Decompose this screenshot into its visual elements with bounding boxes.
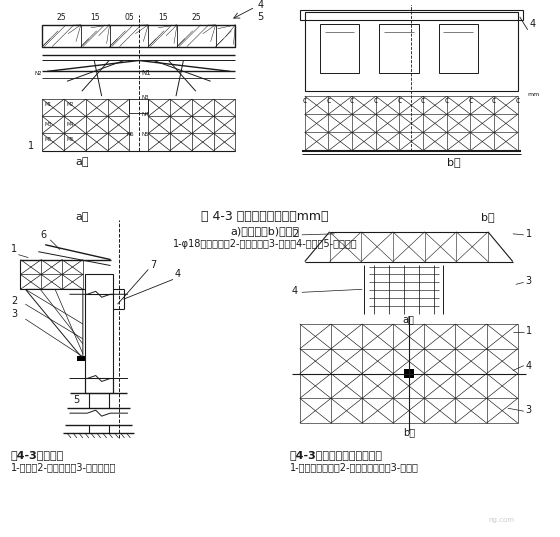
Text: N2: N2 xyxy=(34,71,42,76)
Text: c: c xyxy=(303,96,307,105)
Text: M5: M5 xyxy=(44,137,52,142)
Text: 图4-3高墩托架: 图4-3高墩托架 xyxy=(11,450,64,460)
Text: N3: N3 xyxy=(142,95,150,100)
Text: 5: 5 xyxy=(73,395,80,405)
Text: N1: N1 xyxy=(142,70,152,76)
Text: ng.com: ng.com xyxy=(488,517,514,523)
Bar xyxy=(20,259,83,289)
Bar xyxy=(85,274,113,294)
Text: 4: 4 xyxy=(257,0,263,10)
Text: 1-箱梁；2-圆柱形绞；3-承托槽钢；: 1-箱梁；2-圆柱形绞；3-承托槽钢； xyxy=(11,462,116,471)
Text: 1: 1 xyxy=(11,244,17,253)
Bar xyxy=(300,324,518,423)
Bar xyxy=(438,24,478,74)
Text: c: c xyxy=(350,96,354,105)
Text: 4: 4 xyxy=(526,360,532,371)
Text: 7: 7 xyxy=(150,259,156,270)
Bar xyxy=(85,379,113,393)
Text: 1-φ18预埋螺栓；2-预埋钢筋；3-硬木；4-箱梁；5-底模垫梁: 1-φ18预埋螺栓；2-预埋钢筋；3-硬木；4-箱梁；5-底模垫梁 xyxy=(173,239,357,249)
Text: N6: N6 xyxy=(127,132,134,137)
Text: c: c xyxy=(516,96,520,105)
Bar xyxy=(77,355,85,361)
Bar xyxy=(42,25,235,47)
Bar xyxy=(148,99,235,151)
Text: 25: 25 xyxy=(192,13,201,22)
Text: 2: 2 xyxy=(11,296,17,306)
Text: c: c xyxy=(445,96,449,105)
Text: 05: 05 xyxy=(124,13,134,22)
Text: 2: 2 xyxy=(292,229,298,239)
Text: M3: M3 xyxy=(44,122,52,127)
Text: b）: b） xyxy=(481,212,495,222)
Text: b）: b） xyxy=(403,427,415,437)
Text: mm: mm xyxy=(528,92,540,97)
Bar xyxy=(305,96,518,151)
Text: 3: 3 xyxy=(11,309,17,319)
Text: 1: 1 xyxy=(28,141,34,151)
Text: c: c xyxy=(421,96,425,105)
Text: c: c xyxy=(492,96,496,105)
Text: b）: b） xyxy=(446,157,460,168)
Text: 图 4-3 扇形托架（单位：mm）: 图 4-3 扇形托架（单位：mm） xyxy=(202,210,329,223)
Text: M4: M4 xyxy=(66,122,73,127)
Text: 4: 4 xyxy=(175,270,181,279)
Text: c: c xyxy=(398,96,402,105)
Text: M6: M6 xyxy=(66,137,73,142)
Bar xyxy=(300,10,522,20)
Bar xyxy=(379,24,419,74)
Text: c: c xyxy=(468,96,473,105)
Text: N5: N5 xyxy=(142,132,150,137)
Bar xyxy=(42,99,129,151)
Text: 15: 15 xyxy=(90,13,100,22)
Text: a）: a） xyxy=(403,314,415,324)
Text: a)顺桥向；b)横桥向: a)顺桥向；b)横桥向 xyxy=(231,226,300,236)
Bar xyxy=(404,368,414,379)
Text: 1: 1 xyxy=(526,229,532,239)
Text: M1: M1 xyxy=(44,102,52,107)
Text: M2: M2 xyxy=(66,102,73,107)
Text: 3: 3 xyxy=(526,277,532,286)
Bar xyxy=(329,232,488,262)
Text: 6: 6 xyxy=(40,230,46,240)
Text: 1: 1 xyxy=(526,326,532,336)
Bar xyxy=(305,12,518,91)
Text: 5: 5 xyxy=(257,12,263,22)
Text: a）: a） xyxy=(75,212,88,222)
Text: 4: 4 xyxy=(292,286,298,296)
Text: a）: a） xyxy=(75,157,88,168)
Text: c: c xyxy=(374,96,378,105)
Bar xyxy=(129,99,148,113)
Text: 4: 4 xyxy=(530,19,536,29)
Text: 1-万能杆件托架；2-平台面层结构；3-桥墩；: 1-万能杆件托架；2-平台面层结构；3-桥墩； xyxy=(290,462,419,471)
Text: 图4-3墩顶预埋牛腿托架平台: 图4-3墩顶预埋牛腿托架平台 xyxy=(290,450,383,460)
Text: c: c xyxy=(326,96,330,105)
Text: 3: 3 xyxy=(526,405,532,415)
Text: 25: 25 xyxy=(57,13,67,22)
Text: N4: N4 xyxy=(142,112,150,117)
Bar xyxy=(320,24,360,74)
Text: 15: 15 xyxy=(158,13,167,22)
